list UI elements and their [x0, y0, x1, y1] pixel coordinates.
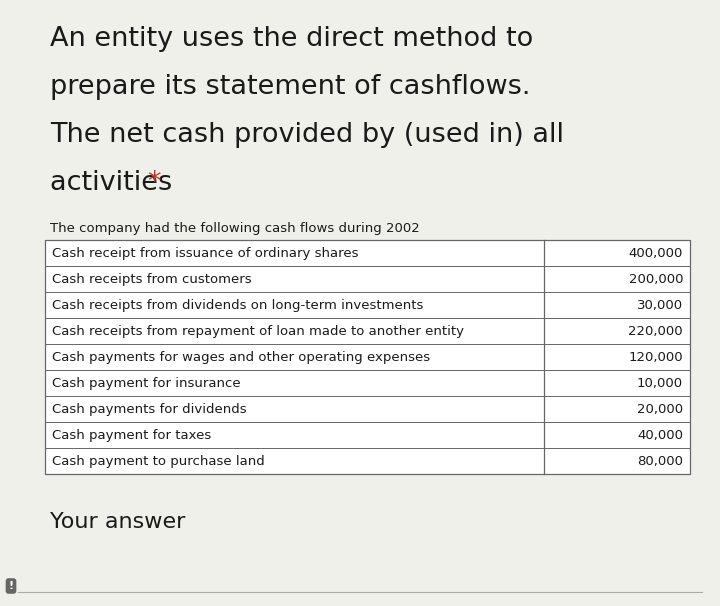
Text: Cash receipts from dividends on long-term investments: Cash receipts from dividends on long-ter…: [52, 299, 423, 311]
Text: Cash payments for wages and other operating expenses: Cash payments for wages and other operat…: [52, 350, 430, 364]
Text: prepare its statement of cashflows.: prepare its statement of cashflows.: [50, 74, 531, 100]
Text: 20,000: 20,000: [637, 402, 683, 416]
Text: Cash payment to purchase land: Cash payment to purchase land: [52, 454, 265, 467]
Text: activities: activities: [50, 170, 181, 196]
Text: An entity uses the direct method to: An entity uses the direct method to: [50, 26, 534, 52]
Text: 10,000: 10,000: [637, 376, 683, 390]
Text: 120,000: 120,000: [629, 350, 683, 364]
Text: *: *: [147, 170, 161, 196]
Text: 80,000: 80,000: [637, 454, 683, 467]
Text: The company had the following cash flows during 2002: The company had the following cash flows…: [50, 222, 420, 235]
Text: !: !: [9, 581, 14, 591]
FancyBboxPatch shape: [45, 240, 690, 474]
Text: Cash receipts from customers: Cash receipts from customers: [52, 273, 251, 285]
Text: Cash receipts from repayment of loan made to another entity: Cash receipts from repayment of loan mad…: [52, 324, 464, 338]
Text: 30,000: 30,000: [637, 299, 683, 311]
Text: The net cash provided by (used in) all: The net cash provided by (used in) all: [50, 122, 564, 148]
Text: 220,000: 220,000: [629, 324, 683, 338]
Text: Your answer: Your answer: [50, 512, 185, 532]
Text: Cash payment for taxes: Cash payment for taxes: [52, 428, 211, 442]
Text: Cash payments for dividends: Cash payments for dividends: [52, 402, 247, 416]
Text: Cash payment for insurance: Cash payment for insurance: [52, 376, 240, 390]
Text: Cash receipt from issuance of ordinary shares: Cash receipt from issuance of ordinary s…: [52, 247, 359, 259]
Text: 400,000: 400,000: [629, 247, 683, 259]
Text: 200,000: 200,000: [629, 273, 683, 285]
Text: 40,000: 40,000: [637, 428, 683, 442]
